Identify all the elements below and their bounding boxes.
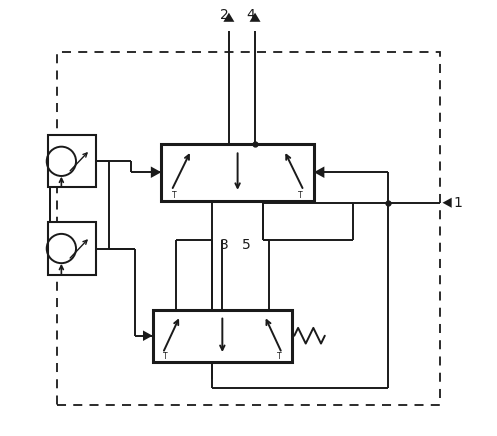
Polygon shape (151, 167, 162, 178)
Polygon shape (314, 167, 325, 178)
Polygon shape (249, 13, 260, 22)
Text: 3: 3 (220, 238, 229, 252)
Text: T: T (298, 191, 303, 200)
Polygon shape (143, 330, 153, 341)
Polygon shape (223, 13, 235, 22)
Bar (48, 135, 96, 187)
Bar (57, 52, 440, 405)
Bar (48, 222, 96, 275)
Text: T: T (163, 352, 167, 361)
Text: T: T (277, 352, 282, 361)
Polygon shape (442, 198, 452, 208)
Bar (153, 310, 292, 362)
Text: 5: 5 (242, 238, 250, 252)
Text: 2: 2 (220, 8, 229, 22)
Text: 1: 1 (453, 196, 462, 210)
Text: 4: 4 (247, 8, 255, 22)
Bar (162, 144, 314, 201)
Text: T: T (172, 191, 177, 200)
